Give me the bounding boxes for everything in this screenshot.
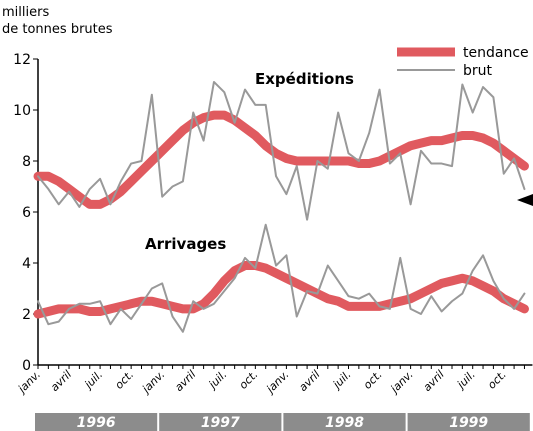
x-tick-label: oct. (361, 368, 385, 392)
year-band (159, 413, 282, 431)
year-label: 1999 (449, 415, 488, 431)
x-tick-label: juil. (453, 368, 477, 392)
year-label: 1997 (201, 415, 240, 431)
x-tick-label: avril (421, 368, 447, 394)
x-tick-label: oct. (485, 368, 509, 392)
x-tick-label: janv. (387, 368, 416, 397)
legend-label: tendance (463, 45, 529, 61)
year-band (283, 413, 406, 431)
x-tick-label: juil. (329, 368, 353, 392)
y-tick-label: 12 (13, 52, 31, 68)
raw-line (37, 223, 526, 333)
x-tick-label: oct. (113, 368, 137, 392)
y-tick-label: 2 (22, 307, 31, 323)
y-tick-label: 0 (22, 358, 31, 374)
year-band (35, 413, 158, 431)
y-axis-label: de tonnes brutes (2, 22, 113, 37)
group-label: Arrivages (145, 235, 226, 253)
x-tick-label: juil. (81, 368, 105, 392)
x-tick-label: janv. (14, 368, 43, 397)
y-tick-label: 4 (22, 256, 31, 272)
y-tick-label: 10 (13, 103, 31, 119)
x-tick-label: janv. (138, 368, 167, 397)
x-tick-label: juil. (205, 368, 229, 392)
x-tick-label: avril (296, 368, 322, 394)
year-label: 1996 (77, 415, 116, 431)
y-tick-label: 6 (22, 205, 31, 221)
y-tick-label: 8 (22, 154, 31, 170)
raw-line (37, 80, 526, 221)
year-label: 1998 (325, 415, 364, 431)
year-band (407, 413, 530, 431)
x-tick-label: avril (172, 368, 198, 394)
x-tick-label: avril (48, 368, 74, 394)
group-label: Expéditions (255, 70, 354, 88)
marker-arrow (517, 194, 533, 206)
trend-line (33, 110, 529, 209)
legend-label: brut (463, 63, 493, 79)
y-axis-label: milliers (2, 5, 49, 20)
x-tick-label: janv. (263, 368, 292, 397)
x-tick-label: oct. (237, 368, 261, 392)
trend-line (33, 261, 529, 319)
